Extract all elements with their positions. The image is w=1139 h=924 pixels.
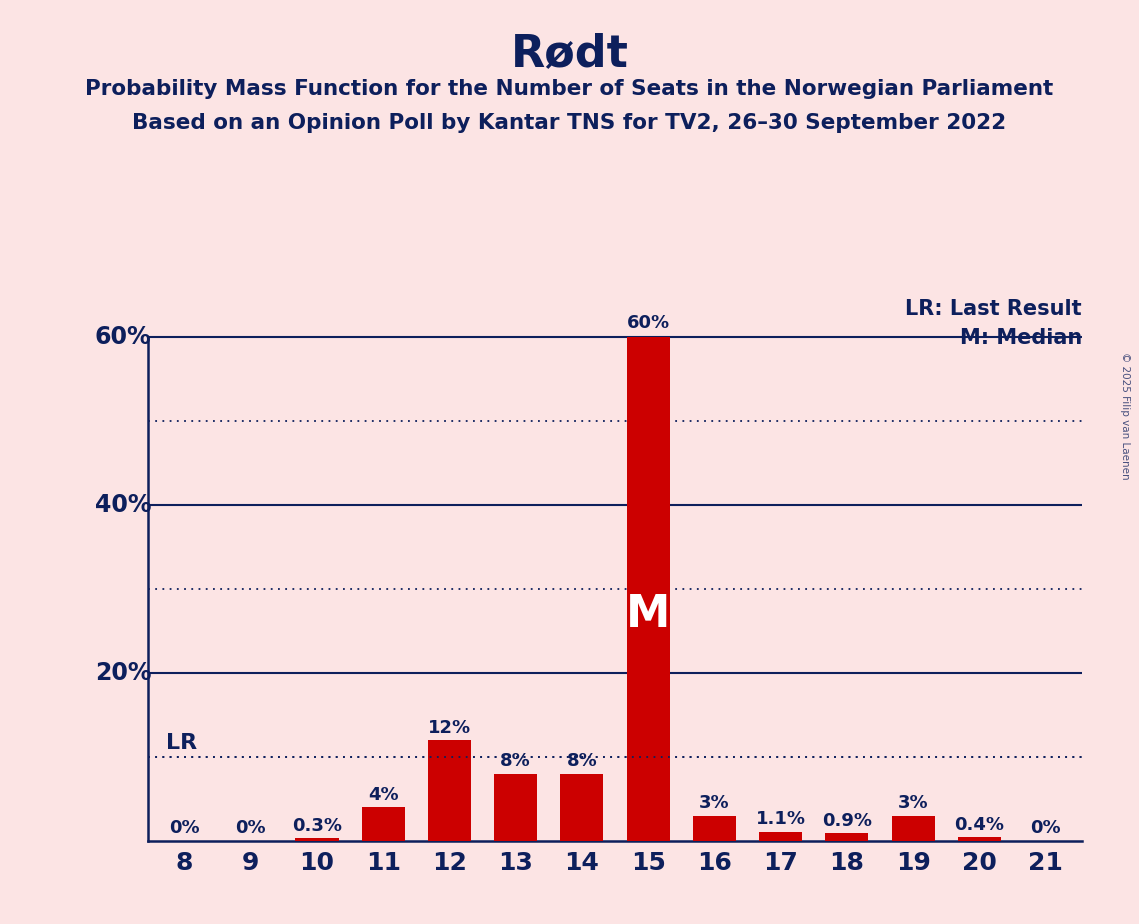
Bar — [958, 837, 1001, 841]
Text: 0%: 0% — [1031, 820, 1060, 837]
Text: LR: LR — [166, 733, 197, 753]
Bar — [295, 838, 338, 841]
Bar — [826, 833, 868, 841]
Bar — [892, 816, 935, 841]
Text: 4%: 4% — [368, 786, 399, 804]
Text: 60%: 60% — [626, 314, 670, 332]
Text: Probability Mass Function for the Number of Seats in the Norwegian Parliament: Probability Mass Function for the Number… — [85, 79, 1054, 99]
Text: 40%: 40% — [95, 492, 151, 517]
Text: 3%: 3% — [699, 795, 730, 812]
Text: 0%: 0% — [236, 820, 267, 837]
Text: 8%: 8% — [566, 752, 597, 771]
Text: LR: Last Result: LR: Last Result — [906, 299, 1082, 319]
Text: 3%: 3% — [898, 795, 928, 812]
Text: 0.3%: 0.3% — [292, 817, 342, 835]
Text: Rødt: Rødt — [510, 32, 629, 76]
Bar — [759, 832, 802, 841]
Text: 12%: 12% — [428, 719, 472, 736]
Text: 1.1%: 1.1% — [755, 810, 805, 828]
Bar — [494, 773, 538, 841]
Text: Based on an Opinion Poll by Kantar TNS for TV2, 26–30 September 2022: Based on an Opinion Poll by Kantar TNS f… — [132, 113, 1007, 133]
Text: 20%: 20% — [95, 661, 151, 685]
Bar — [428, 740, 472, 841]
Text: 60%: 60% — [95, 325, 151, 349]
Text: 8%: 8% — [500, 752, 531, 771]
Bar — [560, 773, 604, 841]
Bar — [693, 816, 736, 841]
Text: 0.9%: 0.9% — [822, 812, 871, 830]
Text: 0%: 0% — [170, 820, 199, 837]
Text: M: Median: M: Median — [960, 328, 1082, 348]
Text: M: M — [626, 592, 671, 636]
Text: 0.4%: 0.4% — [954, 816, 1005, 834]
Bar — [362, 808, 404, 841]
Text: © 2025 Filip van Laenen: © 2025 Filip van Laenen — [1121, 352, 1130, 480]
Bar — [626, 337, 670, 841]
